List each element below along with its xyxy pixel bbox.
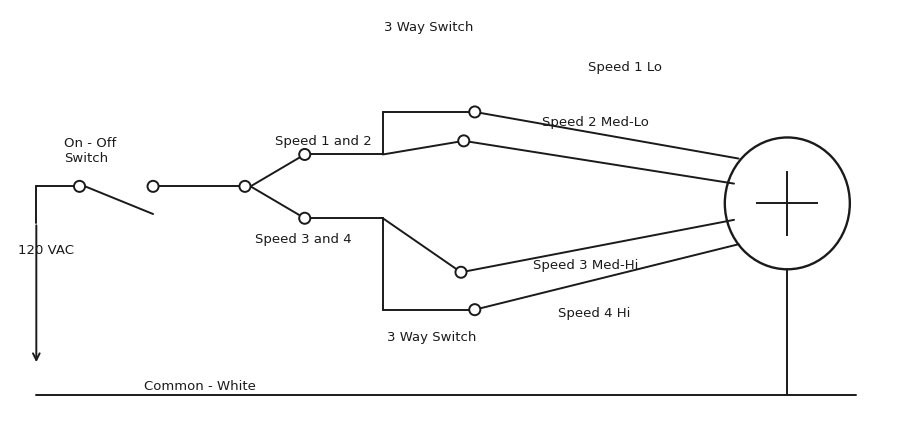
Text: On - Off
Switch: On - Off Switch	[64, 137, 116, 166]
Text: Speed 1 and 2: Speed 1 and 2	[276, 135, 372, 149]
Ellipse shape	[469, 107, 480, 117]
Text: Speed 3 Med-Hi: Speed 3 Med-Hi	[533, 259, 638, 271]
Ellipse shape	[725, 137, 850, 269]
Ellipse shape	[455, 267, 467, 278]
Text: 3 Way Switch: 3 Way Switch	[384, 21, 474, 33]
Text: Speed 2 Med-Lo: Speed 2 Med-Lo	[542, 116, 649, 129]
Ellipse shape	[299, 149, 311, 160]
Text: 3 Way Switch: 3 Way Switch	[387, 331, 477, 344]
Ellipse shape	[299, 213, 311, 224]
Ellipse shape	[148, 181, 159, 192]
Text: Speed 3 and 4: Speed 3 and 4	[255, 233, 351, 246]
Text: Speed 4 Hi: Speed 4 Hi	[558, 307, 630, 321]
Ellipse shape	[74, 181, 85, 192]
Text: Speed 1 Lo: Speed 1 Lo	[588, 61, 662, 74]
Ellipse shape	[469, 304, 480, 315]
Text: Common - White: Common - White	[144, 380, 255, 393]
Text: 120 VAC: 120 VAC	[18, 244, 74, 257]
Ellipse shape	[240, 181, 251, 192]
Ellipse shape	[458, 135, 469, 146]
